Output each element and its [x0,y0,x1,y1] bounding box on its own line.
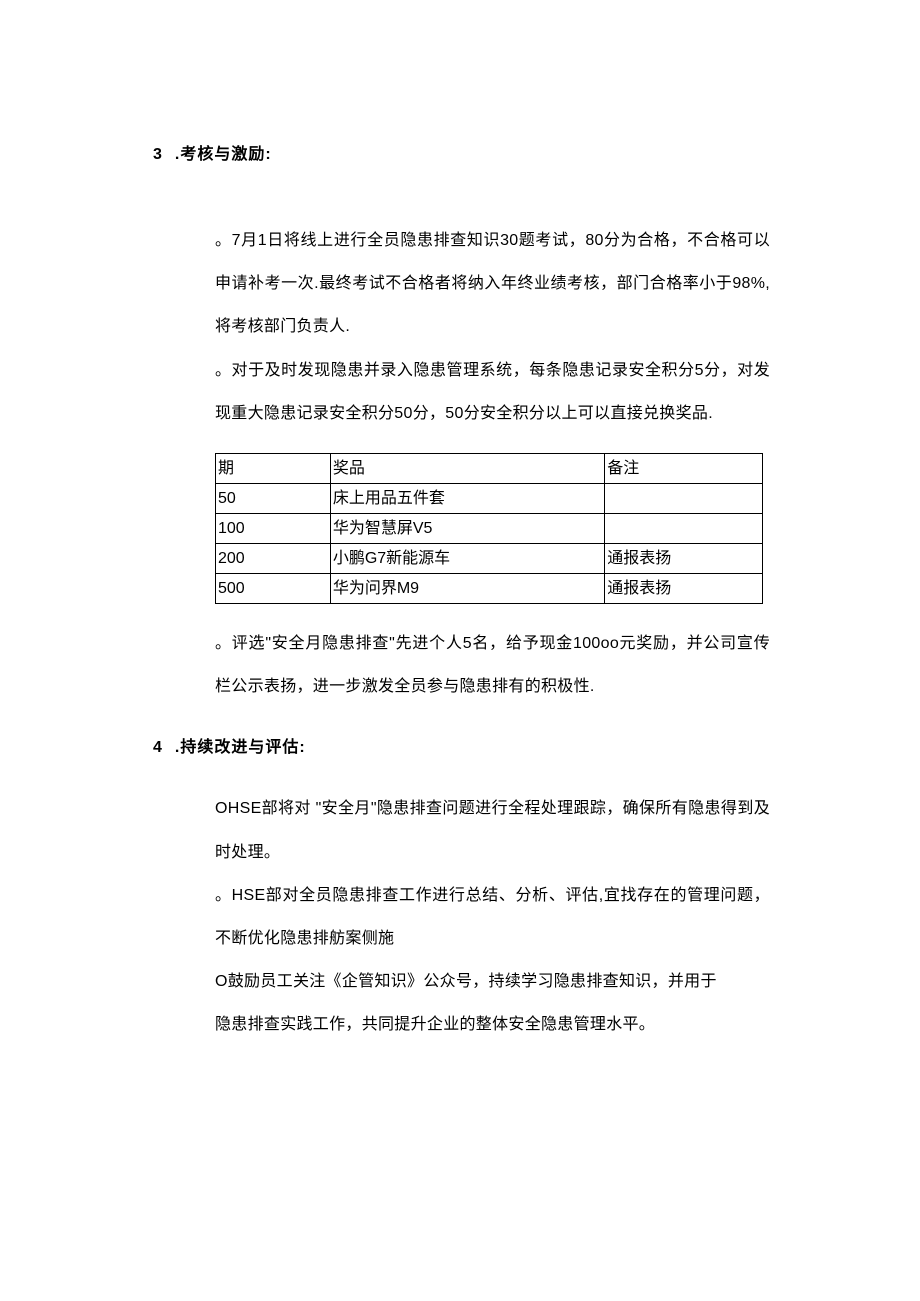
section-4-para-3: O鼓励员工关注《企管知识》公众号，持续学习隐患排查知识，并用于 [215,960,770,1003]
table-cell [605,483,763,513]
section-3-number: 3 [153,146,163,163]
section-4-heading: 4.持续改进与评估: [145,733,770,757]
table-header-3: 备注 [605,453,763,483]
table-header-1: 期 [216,453,331,483]
section-3-para-1: 。7月1日将线上进行全员隐患排查知识30题考试，80分为合格，不合格可以申请补考… [215,219,770,349]
table-cell: 小鹏G7新能源车 [330,543,604,573]
section-4-number: 4 [153,739,163,756]
table-row: 500 华为问界M9 通报表扬 [216,573,763,603]
table-cell: 50 [216,483,331,513]
table-cell: 床上用品五件套 [330,483,604,513]
table-cell: 华为问界M9 [330,573,604,603]
table-cell: 华为智慧屏V5 [330,513,604,543]
section-4-title-bold: 持续改进与评估: [180,739,305,756]
section-4-para-2: 。HSE部对全员隐患排查工作进行总结、分析、评估,宜找存在的管理问题，不断优化隐… [215,874,770,960]
table-row: 50 床上用品五件套 [216,483,763,513]
section-3-para-2: 。对于及时发现隐患并录入隐患管理系统，每条隐患记录安全积分5分，对发现重大隐患记… [215,349,770,435]
table-cell [605,513,763,543]
table-cell: 通报表扬 [605,573,763,603]
table-header-row: 期 奖品 备注 [216,453,763,483]
section-4-para-1: OHSE部将对 "安全月"隐患排查问题进行全程处理跟踪，确保所有隐患得到及时处理… [215,787,770,873]
table-cell: 500 [216,573,331,603]
table-cell: 200 [216,543,331,573]
table-row: 200 小鹏G7新能源车 通报表扬 [216,543,763,573]
table-header-2: 奖品 [330,453,604,483]
section-3-content: 。7月1日将线上进行全员隐患排查知识30题考试，80分为合格，不合格可以申请补考… [145,219,770,708]
prize-table: 期 奖品 备注 50 床上用品五件套 100 华为智慧屏V5 200 小鹏G7新… [215,453,763,604]
section-3-title: .考核与激励: [175,146,272,163]
section-4-para-4: 隐患排查实践工作，共同提升企业的整体安全隐患管理水平。 [215,1003,770,1046]
table-cell: 100 [216,513,331,543]
table-row: 100 华为智慧屏V5 [216,513,763,543]
section-4-content: OHSE部将对 "安全月"隐患排查问题进行全程处理跟踪，确保所有隐患得到及时处理… [145,787,770,1046]
section-3-heading: 3 .考核与激励: [145,140,770,164]
section-3-para-3: 。评选"安全月隐患排查"先进个人5名，给予现金100oo元奖励，并公司宣传栏公示… [215,622,770,708]
table-cell: 通报表扬 [605,543,763,573]
